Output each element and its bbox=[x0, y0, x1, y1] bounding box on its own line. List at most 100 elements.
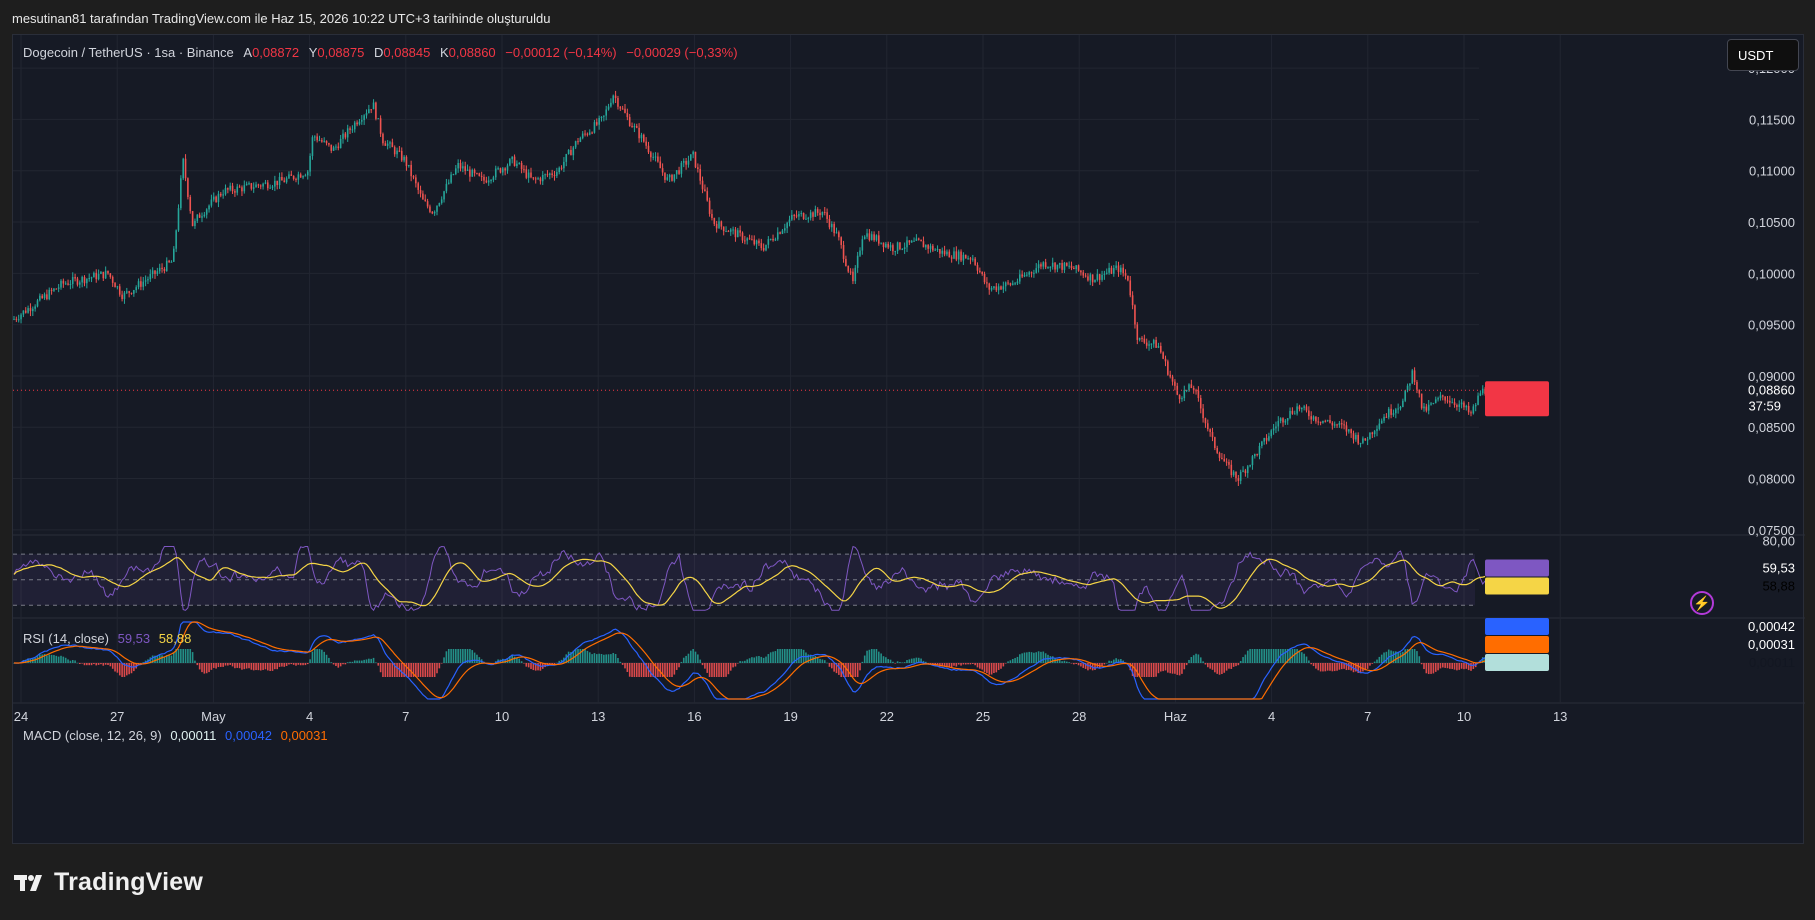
macd-histogram-bar bbox=[1446, 663, 1449, 669]
macd-histogram-bar bbox=[995, 663, 998, 673]
candle-body bbox=[671, 174, 673, 181]
candle-body bbox=[361, 120, 363, 122]
macd-histogram-bar bbox=[1308, 660, 1310, 663]
macd-histogram-bar bbox=[1150, 663, 1153, 677]
candle-body bbox=[974, 258, 976, 265]
open-value: 0,08872 bbox=[252, 45, 300, 60]
rsi-legend[interactable]: RSI (14, close) 59,53 58,88 bbox=[23, 631, 191, 646]
candle-body bbox=[422, 193, 424, 200]
macd-histogram-bar bbox=[551, 663, 553, 665]
macd-histogram-bar bbox=[431, 663, 434, 677]
macd-histogram-bar bbox=[121, 663, 123, 677]
macd-histogram-bar bbox=[847, 663, 850, 677]
candle-body bbox=[502, 168, 504, 173]
macd-histogram-bar bbox=[1404, 649, 1406, 663]
change2-value: −0,00029 (−0,33%) bbox=[626, 45, 738, 60]
candle-body bbox=[880, 242, 882, 244]
candle-body bbox=[447, 182, 450, 184]
macd-histogram-bar bbox=[372, 657, 375, 663]
candle-body bbox=[1051, 262, 1054, 267]
candle-body bbox=[130, 292, 133, 294]
macd-histogram-bar bbox=[849, 663, 852, 677]
candle-body bbox=[1467, 405, 1470, 413]
candle-body bbox=[1026, 274, 1028, 276]
candle-body bbox=[1348, 429, 1350, 432]
candle-body bbox=[29, 308, 32, 312]
candle-body bbox=[854, 267, 857, 282]
candle-body bbox=[520, 162, 523, 170]
candle-body bbox=[339, 138, 342, 149]
macd-histogram-bar bbox=[81, 663, 83, 664]
macd-histogram-bar bbox=[593, 653, 596, 663]
macd-histogram-bar bbox=[55, 655, 58, 663]
macd-histogram-bar bbox=[429, 663, 431, 677]
candle-body bbox=[899, 242, 901, 250]
candle-body bbox=[1136, 324, 1139, 340]
candle-body bbox=[1157, 345, 1160, 348]
candle-body bbox=[1110, 267, 1113, 274]
macd-histogram-bar bbox=[464, 649, 466, 663]
date-tick-label: 19 bbox=[783, 709, 797, 724]
lightning-icon[interactable]: ⚡ bbox=[1690, 591, 1714, 615]
candle-body bbox=[62, 280, 65, 284]
macd-histogram-bar bbox=[878, 651, 880, 663]
date-tick-label: 13 bbox=[1553, 709, 1567, 724]
candle-body bbox=[1218, 452, 1221, 458]
candle-body bbox=[1178, 394, 1181, 400]
macd-histogram-bar bbox=[48, 654, 51, 663]
macd-histogram-bar bbox=[955, 663, 958, 667]
candle-body bbox=[1084, 275, 1087, 277]
candle-body bbox=[330, 144, 333, 151]
chart-canvas[interactable]: 2427May4710131619222528Haz4710130,120000… bbox=[13, 35, 1805, 845]
currency-button[interactable]: USDT bbox=[1727, 39, 1799, 71]
macd-histogram-bar bbox=[553, 663, 556, 665]
macd-histogram-bar bbox=[163, 656, 166, 663]
signal-legend-value: 0,00031 bbox=[280, 728, 328, 743]
candle-body bbox=[163, 269, 166, 272]
macd-histogram-bar bbox=[1463, 663, 1465, 670]
candle-body bbox=[83, 277, 86, 284]
candle-body bbox=[708, 200, 711, 214]
macd-histogram-bar bbox=[617, 658, 619, 663]
macd-histogram-bar bbox=[252, 663, 255, 671]
candle-body bbox=[1199, 398, 1202, 409]
macd-histogram-bar bbox=[1298, 650, 1301, 663]
tradingview-logo-icon bbox=[14, 874, 42, 891]
candle-body bbox=[1312, 416, 1315, 420]
macd-histogram-bar bbox=[579, 649, 582, 663]
macd-histogram-bar bbox=[165, 655, 168, 663]
symbol-title[interactable]: Dogecoin / TetherUS · 1sa · Binance bbox=[23, 45, 234, 60]
macd-histogram-bar bbox=[323, 651, 325, 663]
candle-body bbox=[156, 271, 159, 274]
candle-body bbox=[1376, 428, 1378, 432]
candle-body bbox=[784, 228, 786, 231]
candle-body bbox=[386, 143, 389, 146]
candle-body bbox=[593, 122, 596, 133]
candle-body bbox=[889, 245, 892, 248]
candle-body bbox=[1453, 402, 1456, 406]
macd-histogram-bar bbox=[358, 660, 361, 663]
macd-histogram-bar bbox=[189, 649, 192, 663]
candle-body bbox=[478, 173, 481, 176]
macd-histogram-bar bbox=[116, 663, 119, 673]
candle-body bbox=[929, 245, 932, 249]
candle-body bbox=[109, 273, 112, 277]
macd-histogram-bar bbox=[981, 663, 983, 670]
macd-histogram-bar bbox=[1120, 659, 1122, 663]
macd-legend[interactable]: MACD (close, 12, 26, 9) 0,00011 0,00042 … bbox=[23, 728, 328, 743]
candle-body bbox=[1007, 282, 1009, 284]
candle-body bbox=[793, 215, 795, 217]
chart-frame[interactable]: 2427May4710131619222528Haz4710130,120000… bbox=[12, 34, 1805, 845]
candle-body bbox=[720, 221, 723, 227]
candle-body bbox=[1014, 283, 1016, 285]
candle-body bbox=[1291, 410, 1294, 414]
candle-body bbox=[861, 239, 864, 251]
candle-body bbox=[967, 258, 969, 260]
candle-body bbox=[558, 167, 560, 173]
candle-body bbox=[114, 282, 116, 288]
macd-histogram-bar bbox=[1087, 663, 1089, 671]
macd-histogram-bar bbox=[513, 656, 516, 663]
macd-histogram-bar bbox=[605, 654, 607, 663]
date-tick-label: May bbox=[201, 709, 226, 724]
macd-histogram-bar bbox=[257, 663, 260, 671]
